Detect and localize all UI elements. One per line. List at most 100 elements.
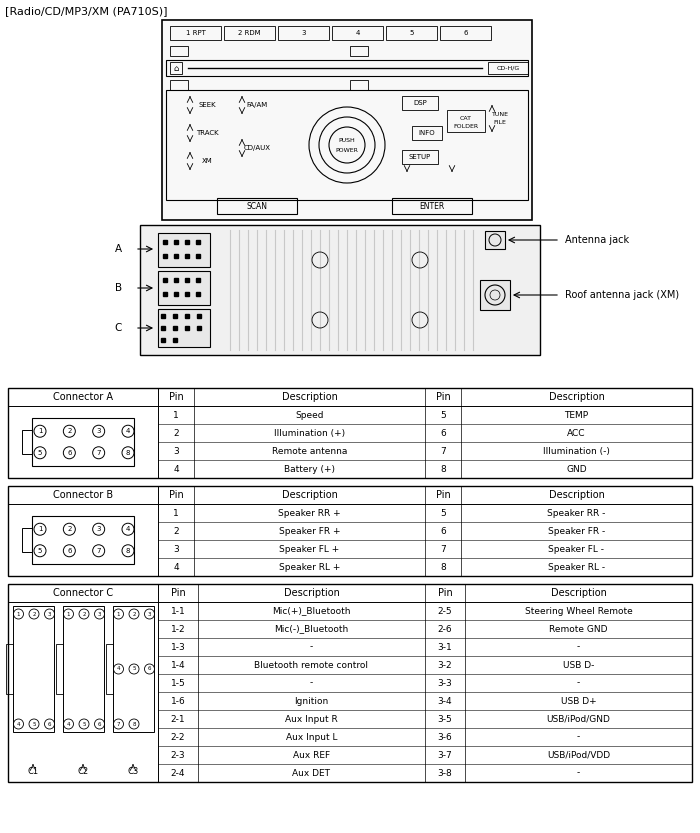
Text: 6: 6	[463, 30, 468, 36]
Bar	[140, 225, 540, 355]
Text: 3: 3	[97, 428, 101, 434]
Text: [Radio/CD/MP3/XM (PA710S)]: [Radio/CD/MP3/XM (PA710S)]	[5, 6, 167, 16]
Text: Bluetooth remote control: Bluetooth remote control	[255, 661, 368, 670]
Text: 2: 2	[173, 526, 178, 536]
Text: ACC: ACC	[567, 428, 586, 437]
Text: Speaker FL -: Speaker FL -	[549, 545, 605, 553]
Text: 6: 6	[67, 450, 71, 456]
Bar	[170, 62, 182, 74]
Text: Remote GND: Remote GND	[550, 625, 608, 634]
Text: 6: 6	[440, 428, 446, 437]
Text: CD/AUX: CD/AUX	[244, 145, 270, 151]
Text: 1-1: 1-1	[171, 606, 186, 616]
Text: 5: 5	[83, 721, 85, 726]
Text: B: B	[115, 283, 122, 293]
Bar	[162, 20, 532, 220]
Text: Speaker FR -: Speaker FR -	[548, 526, 605, 536]
Text: USB D-: USB D-	[563, 661, 594, 670]
Bar	[166, 60, 528, 76]
Bar	[332, 26, 383, 40]
Bar	[22, 430, 32, 454]
Text: 4: 4	[126, 526, 130, 532]
Bar	[480, 280, 510, 310]
Bar	[278, 26, 329, 40]
Bar	[62, 606, 104, 732]
Text: A: A	[115, 244, 122, 254]
Text: 2: 2	[67, 428, 71, 434]
Text: 3: 3	[173, 446, 179, 456]
Text: 3-5: 3-5	[438, 715, 452, 724]
Text: 1: 1	[117, 611, 120, 616]
Bar	[412, 126, 442, 140]
Text: 3-8: 3-8	[438, 769, 452, 777]
Text: USB/iPod/GND: USB/iPod/GND	[547, 715, 610, 724]
Text: USB/iPod/VDD: USB/iPod/VDD	[547, 751, 610, 760]
Text: 3-2: 3-2	[438, 661, 452, 670]
Bar	[440, 26, 491, 40]
Bar	[32, 417, 134, 466]
Bar	[106, 644, 113, 694]
Bar	[8, 486, 692, 576]
Text: Speaker FL +: Speaker FL +	[279, 545, 340, 553]
Text: SCAN: SCAN	[246, 202, 267, 211]
Text: POWER: POWER	[335, 147, 358, 152]
Text: Speaker RL -: Speaker RL -	[548, 562, 605, 571]
Text: Ignition: Ignition	[295, 696, 328, 706]
Text: 2 RDM: 2 RDM	[238, 30, 261, 36]
Text: Description: Description	[284, 588, 340, 598]
Text: 5: 5	[32, 721, 36, 726]
Text: 3-1: 3-1	[438, 642, 452, 651]
Text: C3: C3	[127, 767, 139, 776]
Text: Description: Description	[281, 392, 337, 402]
Text: 8: 8	[440, 465, 446, 473]
Text: 4: 4	[356, 30, 360, 36]
Text: 1-2: 1-2	[171, 625, 186, 634]
Text: Connector B: Connector B	[53, 490, 113, 500]
Text: 1: 1	[17, 611, 20, 616]
Text: Remote antenna: Remote antenna	[272, 446, 347, 456]
Text: C2: C2	[78, 767, 89, 776]
Text: Connector C: Connector C	[53, 588, 113, 598]
Text: Steering Wheel Remote: Steering Wheel Remote	[524, 606, 632, 616]
Text: Aux Input R: Aux Input R	[285, 715, 338, 724]
Text: 6: 6	[148, 666, 151, 671]
Bar	[485, 231, 505, 249]
Text: TUNE: TUNE	[491, 112, 508, 117]
Text: 2: 2	[83, 611, 85, 616]
Text: 6: 6	[48, 721, 51, 726]
Text: Description: Description	[281, 490, 337, 500]
Bar	[350, 80, 368, 90]
Text: 3-4: 3-4	[438, 696, 452, 706]
Text: GND: GND	[566, 465, 587, 473]
Text: 1: 1	[66, 611, 70, 616]
Text: 4: 4	[173, 562, 178, 571]
Bar	[217, 198, 297, 214]
Text: -: -	[577, 769, 580, 777]
Bar	[488, 62, 528, 74]
Bar	[402, 96, 438, 110]
Text: 8: 8	[132, 721, 136, 726]
Bar	[32, 516, 134, 565]
Text: DSP: DSP	[413, 100, 427, 106]
Text: 1-5: 1-5	[171, 679, 186, 687]
Text: 3-3: 3-3	[438, 679, 452, 687]
Text: USB D+: USB D+	[561, 696, 596, 706]
Text: ENTER: ENTER	[419, 202, 445, 211]
Text: Mic(-)_Bluetooth: Mic(-)_Bluetooth	[274, 625, 349, 634]
Text: 5: 5	[410, 30, 414, 36]
Text: 1 RPT: 1 RPT	[186, 30, 205, 36]
Text: XM: XM	[202, 158, 212, 164]
Text: FA/AM: FA/AM	[246, 102, 267, 108]
Text: Antenna jack: Antenna jack	[565, 235, 629, 245]
Text: Illumination (-): Illumination (-)	[543, 446, 610, 456]
Text: CAT: CAT	[460, 116, 472, 121]
Text: Pin: Pin	[438, 588, 452, 598]
Text: Speaker FR +: Speaker FR +	[279, 526, 340, 536]
Text: 4: 4	[126, 428, 130, 434]
Text: Speed: Speed	[295, 411, 323, 420]
Text: Mic(+)_Bluetooth: Mic(+)_Bluetooth	[272, 606, 351, 616]
Text: Speaker RL +: Speaker RL +	[279, 562, 340, 571]
Text: Battery (+): Battery (+)	[284, 465, 335, 473]
Bar	[158, 309, 210, 347]
Text: 2-3: 2-3	[171, 751, 186, 760]
